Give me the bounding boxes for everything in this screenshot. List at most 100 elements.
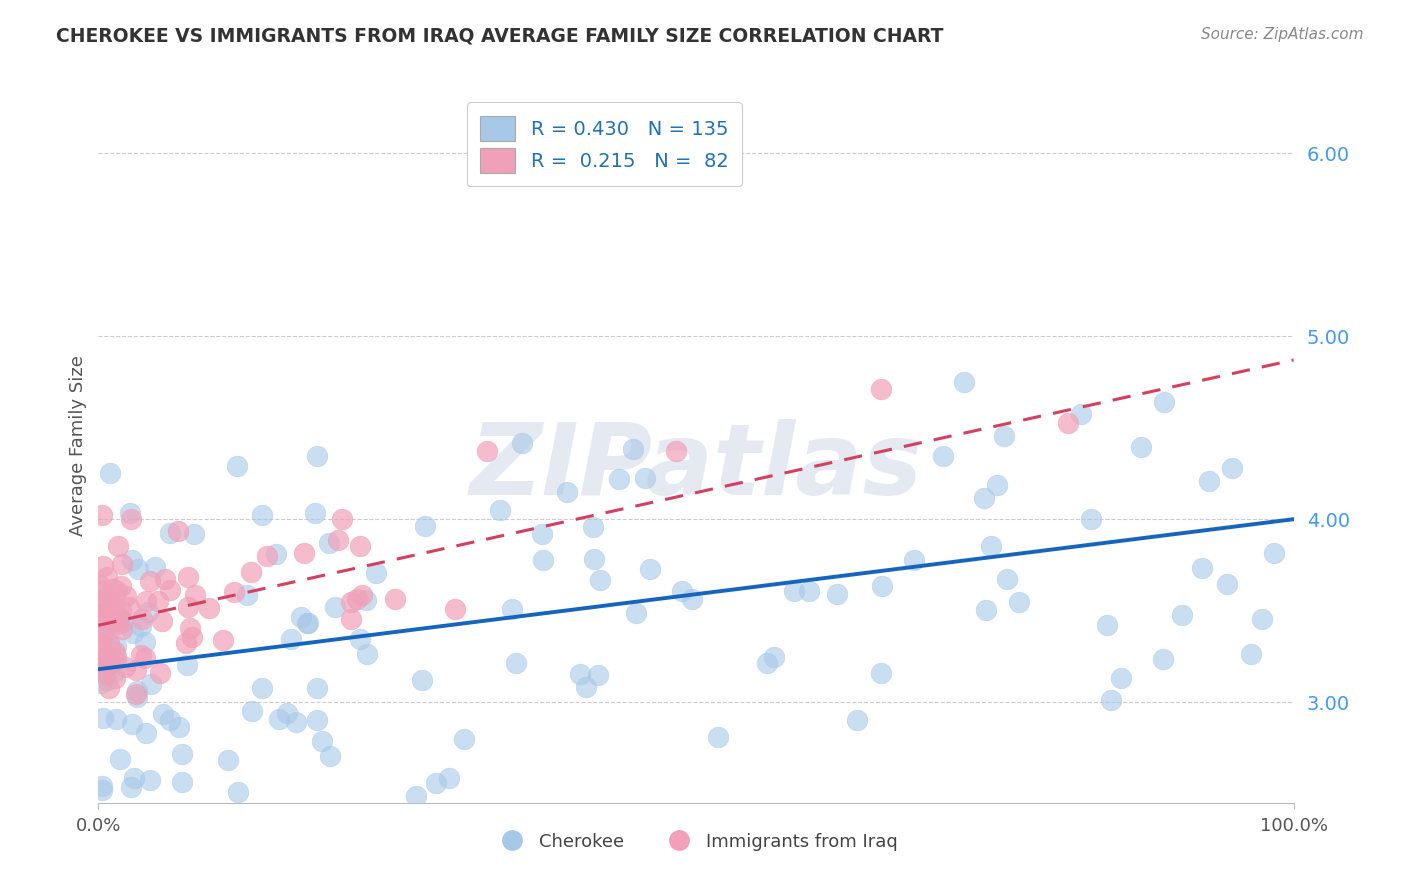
Point <box>94 666 117 681</box>
Point <box>1080 512 1102 526</box>
Point <box>290 817 312 831</box>
Point <box>1251 612 1274 626</box>
Point <box>1198 474 1220 488</box>
Point <box>111 615 134 629</box>
Point <box>756 657 779 671</box>
Point <box>349 632 371 646</box>
Point <box>671 584 693 599</box>
Point <box>226 785 249 799</box>
Point <box>110 622 132 636</box>
Point <box>986 478 1008 492</box>
Point <box>266 547 288 561</box>
Point <box>121 716 143 731</box>
Point <box>510 436 533 450</box>
Point <box>284 714 307 729</box>
Point <box>290 610 312 624</box>
Point <box>323 600 346 615</box>
Point <box>107 539 129 553</box>
Point <box>240 704 263 718</box>
Point <box>152 706 174 721</box>
Point <box>354 592 377 607</box>
Point <box>1152 651 1174 665</box>
Point <box>94 598 117 612</box>
Point <box>1008 595 1031 609</box>
Point <box>159 713 181 727</box>
Point <box>707 730 730 744</box>
Point <box>100 603 122 617</box>
Point <box>453 731 475 746</box>
Point <box>150 865 173 880</box>
Point <box>269 712 291 726</box>
Point <box>159 525 181 540</box>
Point <box>89 608 111 623</box>
Point <box>89 579 111 593</box>
Point <box>134 651 156 665</box>
Point <box>681 592 703 607</box>
Point <box>98 639 121 653</box>
Point <box>98 466 121 480</box>
Point <box>104 648 127 663</box>
Point <box>307 449 329 463</box>
Legend: Cherokee, Immigrants from Iraq: Cherokee, Immigrants from Iraq <box>486 826 905 858</box>
Point <box>104 665 127 679</box>
Point <box>411 673 433 688</box>
Point <box>139 574 162 588</box>
Point <box>384 592 406 607</box>
Point <box>108 752 131 766</box>
Point <box>97 636 120 650</box>
Point <box>1070 407 1092 421</box>
Point <box>198 601 221 615</box>
Point <box>425 776 447 790</box>
Point <box>94 617 117 632</box>
Point <box>124 687 146 701</box>
Point <box>96 673 118 687</box>
Point <box>1109 671 1132 685</box>
Point <box>91 584 114 599</box>
Point <box>143 559 166 574</box>
Point <box>172 747 194 761</box>
Point <box>91 558 114 573</box>
Point <box>117 816 139 830</box>
Point <box>139 677 162 691</box>
Point <box>131 612 153 626</box>
Point <box>869 665 891 680</box>
Point <box>105 583 128 598</box>
Point <box>607 472 630 486</box>
Point <box>167 524 190 539</box>
Point <box>340 612 363 626</box>
Point <box>555 485 578 500</box>
Point <box>91 508 114 522</box>
Point <box>311 734 333 748</box>
Point <box>304 506 326 520</box>
Point <box>184 588 207 602</box>
Point <box>134 635 156 649</box>
Point <box>318 535 340 549</box>
Point <box>121 625 143 640</box>
Point <box>995 572 1018 586</box>
Point <box>105 639 128 653</box>
Point <box>330 511 353 525</box>
Point <box>477 443 499 458</box>
Point <box>980 539 1002 553</box>
Point <box>339 595 361 609</box>
Point <box>1215 577 1237 591</box>
Point <box>125 690 148 704</box>
Point <box>96 570 118 584</box>
Point <box>634 471 657 485</box>
Point <box>405 789 427 804</box>
Point <box>96 591 118 606</box>
Point <box>90 645 112 659</box>
Point <box>307 713 329 727</box>
Point <box>797 584 820 599</box>
Point <box>256 549 278 564</box>
Point <box>973 491 995 505</box>
Point <box>352 589 374 603</box>
Point <box>903 552 925 566</box>
Point <box>91 653 114 667</box>
Point <box>870 382 893 396</box>
Point <box>150 614 173 628</box>
Point <box>1153 394 1175 409</box>
Point <box>319 749 342 764</box>
Point <box>159 583 181 598</box>
Point <box>139 773 162 788</box>
